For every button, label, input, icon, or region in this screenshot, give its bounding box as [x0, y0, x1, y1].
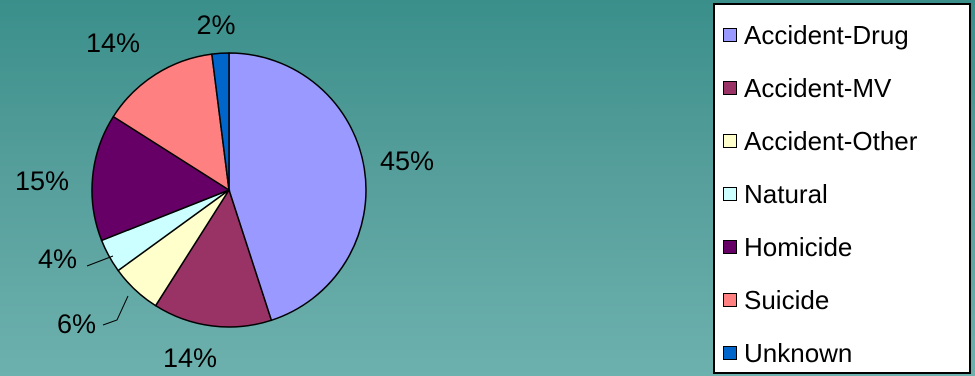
leader-line [86, 255, 114, 267]
legend-item: Accident-Drug [723, 20, 909, 50]
pie-slice-accident-drug [228, 52, 367, 322]
data-label: 2% [196, 10, 235, 40]
data-label: 14% [86, 28, 140, 58]
legend-swatch [723, 81, 737, 95]
legend-swatch [723, 293, 737, 307]
pie-slice-accident-mv [154, 188, 273, 328]
data-label: 14% [163, 343, 217, 373]
legend-label: Natural [744, 178, 828, 209]
data-label: 15% [15, 166, 69, 196]
legend-item: Homicide [723, 232, 852, 262]
legend-label: Accident-Drug [744, 19, 909, 50]
legend-label: Homicide [744, 231, 853, 262]
data-label: 45% [380, 146, 434, 176]
legend-swatch [723, 240, 737, 254]
legend-item: Unknown [723, 338, 852, 368]
leader-line [102, 295, 129, 326]
chart-legend: Accident-Drug Accident-MV Accident-Other Na… [713, 3, 971, 374]
legend-item: Accident-MV [723, 73, 891, 103]
legend-item: Suicide [723, 285, 829, 315]
data-label: 6% [57, 309, 96, 339]
pie-slice-suicide [112, 53, 230, 192]
pie-slice-homicide [91, 115, 231, 242]
data-label: 4% [38, 244, 77, 274]
legend-label: Suicide [744, 284, 830, 315]
legend-label: Accident-Other [744, 125, 918, 156]
legend-swatch [723, 346, 737, 360]
legend-item: Accident-Other [723, 126, 917, 156]
legend-label: Unknown [744, 337, 853, 368]
legend-swatch [723, 134, 737, 148]
legend-swatch [723, 187, 737, 201]
legend-item: Natural [723, 179, 828, 209]
legend-label: Accident-MV [744, 72, 892, 103]
legend-swatch [723, 28, 737, 42]
pie-slice-unknown [210, 52, 230, 191]
